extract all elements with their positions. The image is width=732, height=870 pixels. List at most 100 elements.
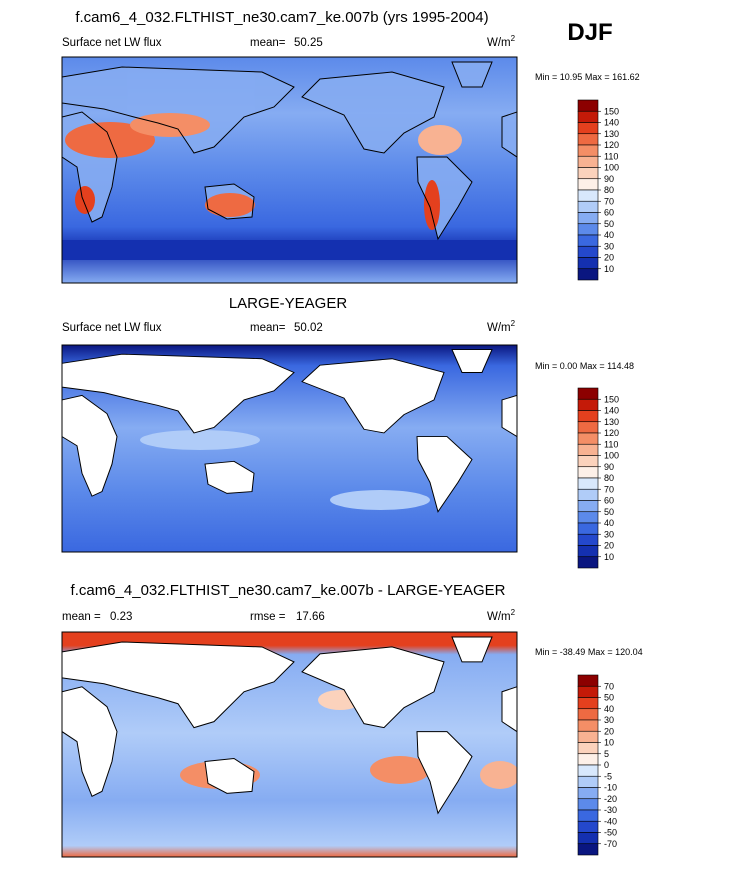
colorbar-label: 50 [604, 693, 614, 703]
colorbar-box [577, 708, 599, 721]
left-value: 0.23 [110, 611, 132, 623]
map [62, 345, 517, 552]
colorbar-label: 100 [604, 163, 619, 173]
colorbar-label: 120 [604, 140, 619, 150]
min-label: Min = [535, 72, 557, 82]
colorbar-box [577, 787, 599, 800]
stat-label: rmse = [250, 611, 286, 623]
colorbar-box [577, 798, 599, 811]
colorbar-box [577, 488, 599, 501]
stat-value: 17.66 [296, 611, 325, 623]
colorbar-label: 140 [604, 118, 619, 128]
map-frame [61, 631, 518, 858]
colorbar-label: -20 [604, 794, 617, 804]
colorbar-box [577, 99, 599, 112]
colorbar-box [577, 719, 599, 732]
min: -38.49 [560, 647, 586, 657]
colorbar-label: 130 [604, 417, 619, 427]
units-base: W/m [487, 37, 511, 49]
colorbar-box [577, 556, 599, 569]
colorbar-label: 70 [604, 196, 614, 206]
colorbar-label: 120 [604, 428, 619, 438]
colorbar-box [577, 685, 599, 698]
colorbar-box [577, 189, 599, 202]
range: Min = 10.95 Max = 161.62 [535, 72, 640, 82]
colorbar-box [577, 155, 599, 168]
panel-title: LARGE-YEAGER [229, 295, 348, 312]
colorbar-label: 70 [604, 484, 614, 494]
units: W/m2 [487, 608, 516, 623]
colorbar-label: 30 [604, 529, 614, 539]
colorbar-label: 10 [604, 264, 614, 274]
min: 0.00 [560, 361, 578, 371]
colorbar-label: 40 [604, 704, 614, 714]
colorbar-box [577, 477, 599, 490]
units-exp: 2 [511, 319, 516, 328]
colorbar-box [577, 775, 599, 788]
colorbar-box [577, 212, 599, 225]
min-label: Min = [535, 647, 557, 657]
max-label: Max = [580, 361, 605, 371]
colorbar-label: 90 [604, 174, 614, 184]
colorbar-label: 80 [604, 185, 614, 195]
colorbar-label: 30 [604, 241, 614, 251]
colorbar-box [577, 500, 599, 513]
colorbar-label: 30 [604, 715, 614, 725]
units: W/m2 [487, 319, 516, 334]
stat-value: 50.02 [294, 322, 323, 334]
colorbar-box [577, 234, 599, 247]
colorbar-label: 20 [604, 726, 614, 736]
colorbar-label: -40 [604, 816, 617, 826]
colorbar-box [577, 200, 599, 213]
colorbar-label: 60 [604, 208, 614, 218]
max-label: Max = [585, 72, 610, 82]
colorbar-box [577, 545, 599, 558]
colorbar-box [577, 533, 599, 546]
colorbar-label: -5 [604, 771, 612, 781]
colorbar-box [577, 843, 599, 856]
colorbar-box [577, 742, 599, 755]
stat-value: 50.25 [294, 37, 323, 49]
stat-label: mean= [250, 37, 286, 49]
colorbar-label: 50 [604, 507, 614, 517]
colorbar-box [577, 432, 599, 445]
min-label: Min = [535, 361, 557, 371]
colorbar-label: 90 [604, 462, 614, 472]
colorbar-box [577, 455, 599, 468]
colorbar-label: 70 [604, 681, 614, 691]
colorbar-label: 10 [604, 552, 614, 562]
colorbar-box [577, 398, 599, 411]
colorbar-label: 5 [604, 749, 609, 759]
colorbar-box [577, 522, 599, 535]
max: 161.62 [612, 72, 640, 82]
colorbar-box [577, 122, 599, 135]
units-base: W/m [487, 322, 511, 334]
colorbar-box [577, 511, 599, 524]
colorbar-label: 60 [604, 496, 614, 506]
min: 10.95 [560, 72, 583, 82]
panel-title: f.cam6_4_032.FLTHIST_ne30.cam7_ke.007b -… [71, 582, 506, 599]
colorbar-box [577, 257, 599, 270]
colorbar-label: 40 [604, 230, 614, 240]
colorbar-box [577, 245, 599, 258]
colorbar-label: 40 [604, 518, 614, 528]
map [62, 632, 517, 857]
colorbar-box [577, 387, 599, 400]
colorbar-box [577, 809, 599, 822]
colorbar-box [577, 167, 599, 180]
colorbar-label: 10 [604, 738, 614, 748]
colorbar-label: 130 [604, 129, 619, 139]
range: Min = -38.49 Max = 120.04 [535, 647, 643, 657]
colorbar-label: 20 [604, 253, 614, 263]
colorbar-label: -70 [604, 839, 617, 849]
map-frame [61, 56, 518, 284]
colorbar-label: -30 [604, 805, 617, 815]
colorbar-box [577, 832, 599, 845]
left-label: mean = [62, 611, 101, 623]
colorbar-box [577, 144, 599, 157]
colorbar-box [577, 268, 599, 281]
colorbar-box [577, 410, 599, 423]
stat-label: mean= [250, 322, 286, 334]
